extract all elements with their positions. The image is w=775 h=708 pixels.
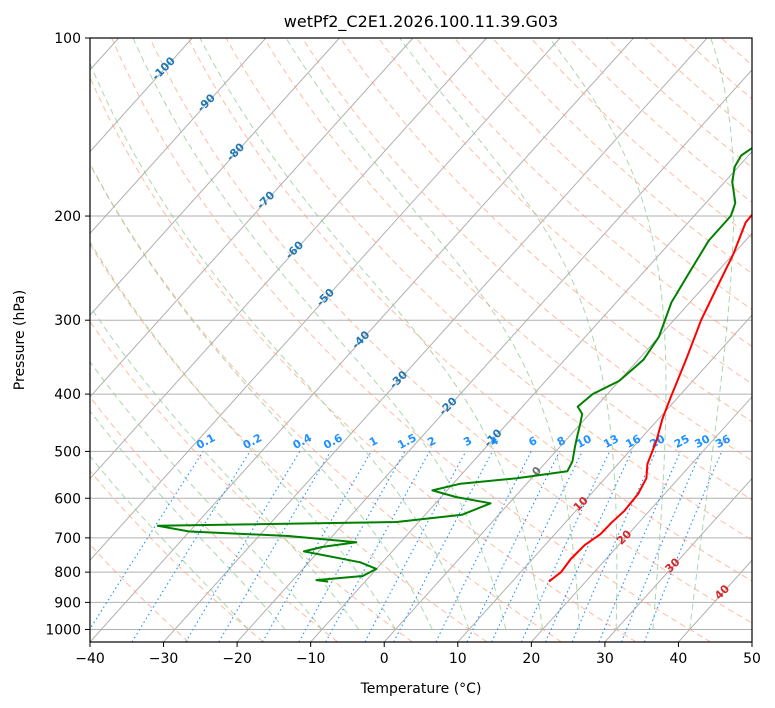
- y-tick-label: 400: [54, 387, 81, 403]
- dry-adiabat-line: [225, 38, 752, 541]
- mixing-ratio-label: 30: [692, 432, 712, 451]
- isotherm-line: [90, 38, 487, 480]
- x-tick-label: 10: [449, 651, 467, 667]
- moist-adiabat-line: [132, 38, 507, 630]
- dry-adiabat-line: [187, 38, 752, 582]
- y-tick-label: 300: [54, 313, 81, 329]
- y-axis-title: Pressure (hPa): [12, 290, 28, 390]
- dry-adiabat-line: [90, 162, 562, 642]
- x-tick-label: 50: [743, 651, 761, 667]
- dry-adiabat-line: [149, 38, 752, 624]
- isotherm-line: [530, 396, 752, 642]
- plot-frame: [89, 37, 753, 643]
- y-tick-label: 800: [54, 565, 81, 581]
- plot-area: -100-90-80-70-60-50-40-30-20-10010203040…: [90, 38, 752, 642]
- y-tick-label: 900: [54, 595, 81, 611]
- isotherm-line: [90, 38, 267, 235]
- moist-adiabat-line: [399, 38, 618, 630]
- mixing-ratio-line: [185, 451, 301, 642]
- dry-adiabat-lines: [90, 38, 752, 642]
- mixing-ratio-label: 10: [574, 432, 594, 451]
- moist-adiabat-line: [689, 38, 735, 630]
- isotherm-line: [163, 38, 708, 642]
- moist-adiabat-lines: [90, 38, 735, 630]
- mixing-ratio-label: 36: [713, 432, 733, 451]
- mixing-ratio-line: [466, 451, 561, 642]
- mixing-ratio-line: [90, 451, 204, 631]
- isotherm-line: [90, 38, 561, 562]
- mixing-ratio-line: [520, 451, 611, 642]
- mixing-ratio-label: 20: [648, 432, 668, 451]
- dry-adiabat-line: [90, 543, 190, 642]
- isotherm-line: [604, 477, 752, 642]
- mixing-ratio-line: [491, 451, 583, 642]
- x-tick-label: −10: [296, 651, 326, 667]
- y-axis-ticks: 1000 900 800 700 600 500 400 300 200 100: [45, 31, 90, 638]
- y-tick-label: 200: [54, 209, 81, 225]
- sounding-profiles: [156, 146, 752, 583]
- dry-adiabat-line: [454, 38, 752, 311]
- isotherm-line: [90, 38, 340, 316]
- mixing-ratio-label: 25: [672, 432, 692, 451]
- moist-adiabat-line: [90, 241, 396, 630]
- x-tick-label: 20: [522, 651, 540, 667]
- x-tick-label: 30: [596, 651, 614, 667]
- y-tick-label: 1000: [45, 622, 81, 638]
- isotherm-line: [90, 38, 634, 642]
- x-axis-title: Temperature (°C): [360, 681, 482, 697]
- dry-adiabat-line: [90, 470, 264, 642]
- dry-adiabat-line: [90, 243, 488, 642]
- isotherm-line: [310, 150, 752, 642]
- mixing-ratio-line: [218, 451, 332, 642]
- x-tick-label: −30: [149, 651, 179, 667]
- y-tick-label: 100: [54, 31, 81, 47]
- x-tick-label: 0: [380, 651, 389, 667]
- mixing-ratio-line: [643, 451, 723, 642]
- moist-adiabat-line: [90, 305, 360, 630]
- chart-title: wetPf2_C2E1.2026.100.11.39.G03: [284, 12, 558, 32]
- x-tick-label: 40: [670, 651, 688, 667]
- dry-adiabat-line: [90, 395, 339, 642]
- x-axis-ticks: −40 −30 −20 −10 0 10 20 30 40 50: [75, 642, 761, 667]
- moist-adiabat-line: [199, 38, 544, 630]
- isotherm-line: [236, 69, 752, 642]
- moist-adiabat-line: [90, 360, 323, 630]
- dry-adiabat-line: [263, 38, 752, 501]
- isotherm-line: [457, 314, 752, 642]
- moist-adiabat-line: [285, 38, 580, 630]
- x-tick-label: −40: [75, 651, 105, 667]
- mixing-ratio-labels: 0.1 0.2 0.4 0.6 1 1.5 2 3 4 6 8 10 13 16 20 25 30 36: [194, 431, 733, 452]
- y-tick-label: 500: [54, 444, 81, 460]
- moist-adiabat-line: [90, 162, 433, 630]
- moist-adiabat-line: [549, 38, 667, 630]
- moist-adiabat-line: [90, 62, 470, 630]
- mixing-ratio-line: [364, 451, 467, 642]
- dry-adiabat-line: [111, 38, 712, 642]
- mixing-ratio-line: [435, 451, 532, 642]
- y-tick-label: 600: [54, 491, 81, 507]
- y-tick-label: 700: [54, 531, 81, 547]
- isotherm-line: [90, 38, 414, 398]
- temperature-profile-line: [548, 213, 752, 583]
- mixing-ratio-label: 16: [623, 432, 643, 451]
- isotherm-line: [90, 38, 193, 153]
- x-tick-label: −20: [222, 651, 252, 667]
- mixing-ratio-line: [325, 451, 431, 642]
- dewpoint-profile-line: [156, 146, 752, 583]
- mixing-ratio-lines: [90, 451, 723, 642]
- mixing-ratio-label: 13: [601, 432, 621, 451]
- mixing-ratio-line: [131, 451, 251, 642]
